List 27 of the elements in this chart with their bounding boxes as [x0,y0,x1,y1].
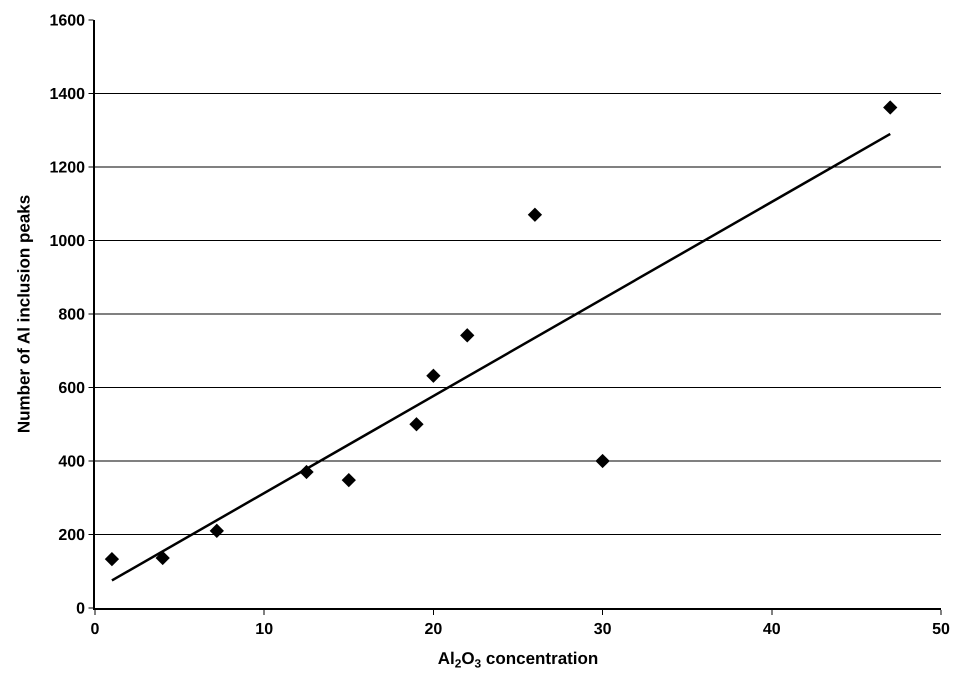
x-tick-label: 0 [90,620,100,638]
y-tick-label: 1000 [49,233,86,250]
y-tick-label: 1400 [49,86,86,104]
point [342,472,356,488]
x-tick-label: 40 [762,620,781,638]
y-tick-label: 0 [76,600,86,618]
point [883,100,898,115]
point [409,417,424,432]
y-tick-label: 1200 [49,160,86,177]
point [460,328,474,342]
point [104,552,120,566]
point [210,524,224,538]
point [595,454,610,468]
y-tick-label: 800 [58,306,86,324]
point [426,368,441,383]
y-tick-label: 1600 [49,12,86,30]
x-tick-label: 20 [424,620,442,638]
point [156,550,170,566]
y-tick-label: 400 [58,454,86,471]
x-tick-label: 50 [932,620,950,638]
x-tick-label: 30 [594,620,612,638]
y-tick-label: 200 [58,527,86,544]
x-tick-label: 10 [255,620,274,638]
x-axis-title: Al$_{2}$O$_{3}$ concentration [438,648,598,670]
y-tick-label: 600 [58,380,86,398]
y-axis-title: Number of Al inclusion peaks [14,194,34,434]
point [528,208,542,222]
